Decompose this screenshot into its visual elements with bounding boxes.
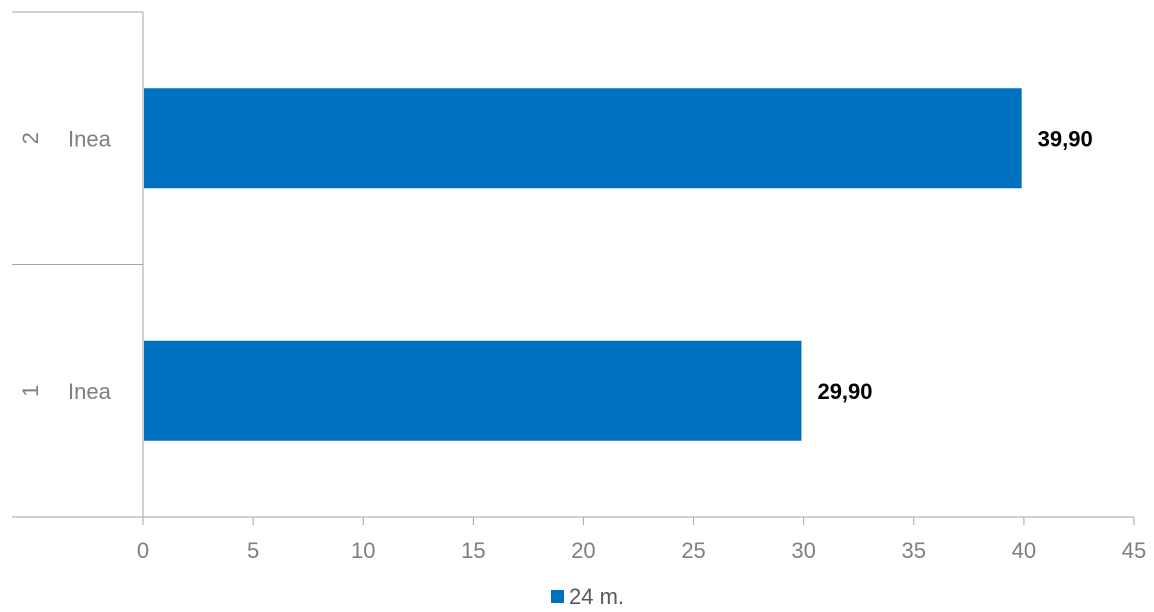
bar [144, 340, 802, 441]
x-tick-label: 40 [1012, 538, 1036, 563]
x-tick-label: 35 [902, 538, 926, 563]
x-tick-label: 0 [137, 538, 149, 563]
bar [144, 88, 1022, 189]
category-name-label: Inea [68, 126, 112, 151]
data-label: 29,90 [817, 379, 872, 404]
category-number-label: 1 [18, 385, 43, 397]
data-label: 39,90 [1038, 126, 1093, 151]
x-tick-label: 15 [461, 538, 485, 563]
x-tick-label: 30 [791, 538, 815, 563]
chart-bars [144, 88, 1022, 441]
legend-label: 24 m. [569, 584, 624, 609]
legend-swatch [551, 590, 564, 603]
x-tick-label: 5 [247, 538, 259, 563]
chart-labels: 29,90 Inea 1 39,90 Inea 2 [18, 126, 1093, 404]
category-number-label: 2 [18, 132, 43, 144]
chart-legend: 24 m. [551, 584, 624, 609]
chart-axes: 0 5 10 15 20 25 30 35 40 45 [12, 11, 1146, 563]
x-tick-label: 20 [571, 538, 595, 563]
category-name-label: Inea [68, 379, 112, 404]
x-tick-label: 10 [351, 538, 375, 563]
x-tick-label: 25 [681, 538, 705, 563]
x-tick-label: 45 [1122, 538, 1146, 563]
